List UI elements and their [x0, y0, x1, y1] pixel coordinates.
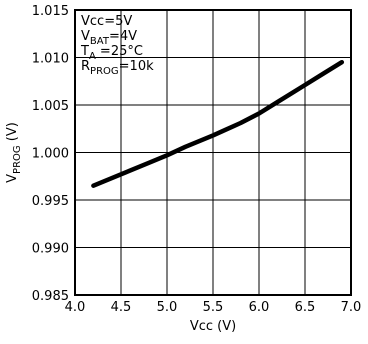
y-tick-label: 1.005 [32, 99, 69, 114]
x-tick-label: 5.5 [203, 300, 224, 315]
x-tick-label: 7.0 [341, 300, 362, 315]
annotation-line: VBAT=4V [81, 29, 137, 47]
y-tick-label: 0.990 [32, 242, 69, 257]
x-tick-label: 4.0 [65, 300, 86, 315]
y-tick-label: 1.015 [32, 4, 69, 19]
y-tick-label: 1.010 [32, 52, 69, 67]
x-tick-label: 4.5 [111, 300, 132, 315]
x-axis-ticks: 4.0 4.5 5.0 5.5 6.0 6.5 7.0 [65, 300, 362, 315]
y-tick-label: 1.000 [32, 147, 69, 162]
annotation-line: RPROG=10k [81, 59, 154, 77]
x-tick-label: 5.0 [157, 300, 178, 315]
annotation-line: Vcc=5V [81, 14, 132, 29]
x-tick-label: 6.5 [295, 300, 316, 315]
series-line [91, 59, 345, 188]
annotation-line: TA =25°C [80, 44, 143, 62]
x-tick-label: 6.0 [249, 300, 270, 315]
grid-lines [75, 10, 351, 295]
plot-frame [74, 9, 352, 296]
y-axis-label: VPROG (V) [5, 122, 23, 183]
x-axis-label: Vcc (V) [190, 319, 236, 334]
y-axis-ticks: 0.985 0.990 0.995 1.000 1.005 1.010 1.015 [32, 4, 69, 304]
y-tick-label: 0.985 [32, 289, 69, 304]
y-tick-label: 0.995 [32, 194, 69, 209]
